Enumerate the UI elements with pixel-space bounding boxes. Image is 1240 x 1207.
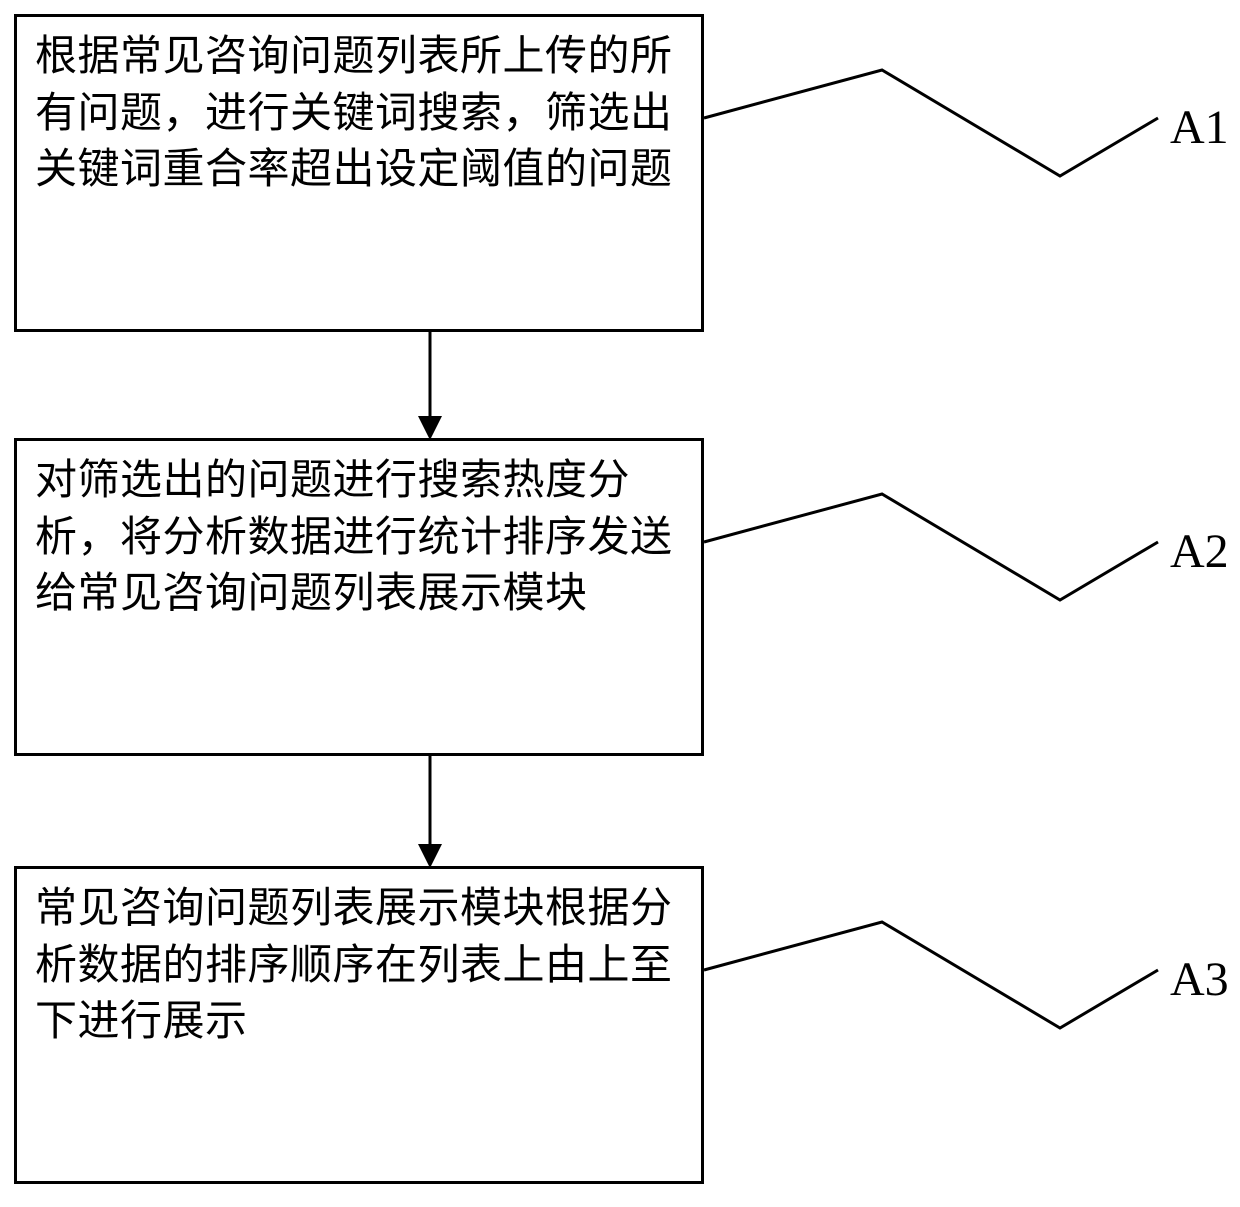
flow-node-text: 对筛选出的问题进行搜索热度分 析，将分析数据进行统计排序发送 给常见咨询问题列表… [35,453,673,623]
label-a3: A3 [1170,952,1229,1007]
flow-node-box: 对筛选出的问题进行搜索热度分 析，将分析数据进行统计排序发送 给常见咨询问题列表… [14,438,704,756]
label-a2: A2 [1170,524,1229,579]
flow-node-box: 根据常见咨询问题列表所上传的所 有问题，进行关键词搜索，筛选出 关键词重合率超出… [14,14,704,332]
flow-node-box: 常见咨询问题列表展示模块根据分 析数据的排序顺序在列表上由上至 下进行展示 [14,866,704,1184]
flow-node-text: 常见咨询问题列表展示模块根据分 析数据的排序顺序在列表上由上至 下进行展示 [35,881,673,1051]
flow-node-a1: 根据常见咨询问题列表所上传的所 有问题，进行关键词搜索，筛选出 关键词重合率超出… [14,14,704,332]
flow-node-a3: 常见咨询问题列表展示模块根据分 析数据的排序顺序在列表上由上至 下进行展示 [14,866,704,1184]
flow-node-a2: 对筛选出的问题进行搜索热度分 析，将分析数据进行统计排序发送 给常见咨询问题列表… [14,438,704,756]
flow-node-text: 根据常见咨询问题列表所上传的所 有问题，进行关键词搜索，筛选出 关键词重合率超出… [35,29,673,199]
label-a1: A1 [1170,100,1229,155]
